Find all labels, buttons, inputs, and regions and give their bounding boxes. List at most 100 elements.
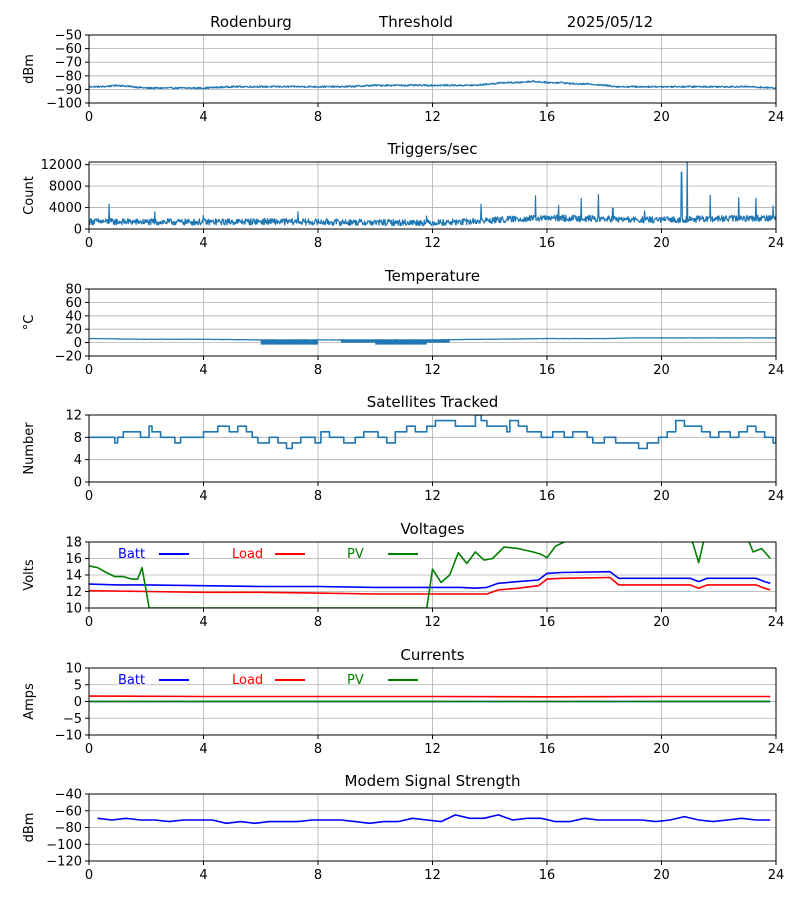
x-tick-label: 4 xyxy=(199,489,207,504)
x-tick-label: 8 xyxy=(314,110,322,125)
x-tick-label: 16 xyxy=(539,615,556,630)
y-tick-label: −100 xyxy=(46,97,82,112)
panel-title: Satellites Tracked xyxy=(367,393,498,411)
x-tick-label: 16 xyxy=(539,742,556,757)
x-tick-label: 20 xyxy=(653,236,670,251)
chart-panel-0: 0 4 8 12 16 20 24 −100−90−80−70−60−50 dBm xyxy=(22,29,784,126)
series-group xyxy=(89,415,776,450)
panel-title: Currents xyxy=(400,646,464,664)
station-name: Rodenburg xyxy=(210,13,292,31)
x-tick-label: 0 xyxy=(85,868,93,883)
x-tick-label: 24 xyxy=(768,236,785,251)
chart-panel-6: 0 4 8 12 16 20 24 −120 −100 −80 −60−40 Modem Signal… xyxy=(22,772,784,883)
legend-label-pv: PV xyxy=(347,673,364,688)
series-line-batt xyxy=(89,570,771,589)
y-axis-label: Volts xyxy=(22,559,37,591)
y-tick-label: 0 xyxy=(74,695,82,710)
y-tick-label: 80 xyxy=(65,283,82,298)
y-axis-label: Number xyxy=(22,422,37,475)
y-axis-label: °C xyxy=(22,315,37,331)
y-tick-label: −50 xyxy=(55,29,82,44)
y-tick-label: −60 xyxy=(55,42,82,57)
x-tick-label: 20 xyxy=(653,615,670,630)
x-tick-label: 20 xyxy=(653,489,670,504)
x-tick-label: 20 xyxy=(653,363,670,378)
series-line-0 xyxy=(89,415,776,450)
series-group xyxy=(89,79,776,90)
x-tick-label: 24 xyxy=(768,615,785,630)
x-tick-label: 0 xyxy=(85,489,93,504)
x-tick-label: 4 xyxy=(199,110,207,125)
y-tick-label: 0 xyxy=(74,476,82,491)
chart-panel-3: 0 4 8 12 16 20 24 0 4 8 12 Satellites Tracked Number xyxy=(22,393,784,504)
y-tick-label: −90 xyxy=(55,83,82,98)
y-tick-label: −80 xyxy=(55,821,82,836)
y-tick-label: 4000 xyxy=(49,201,82,216)
x-tick-label: 4 xyxy=(199,615,207,630)
y-tick-label: 12000 xyxy=(41,158,82,173)
x-tick-label: 16 xyxy=(539,868,556,883)
y-tick-label: 4 xyxy=(74,453,82,468)
x-tick-label: 24 xyxy=(768,489,785,504)
chart-panel-1: 0 4 8 12 16 20 24 0 4000 8000 12000 Triggers/sec Cou… xyxy=(22,140,784,251)
y-tick-label: 10 xyxy=(65,602,82,617)
x-tick-label: 12 xyxy=(424,868,441,883)
x-tick-label: 8 xyxy=(314,615,322,630)
legend-label-load: Load xyxy=(232,547,263,562)
x-tick-label: 12 xyxy=(424,489,441,504)
y-axis-label: dBm xyxy=(22,813,37,843)
y-tick-label: 12 xyxy=(65,585,82,600)
y-tick-label: −100 xyxy=(46,838,82,853)
panel-title: Voltages xyxy=(400,520,464,538)
series-group xyxy=(89,337,776,345)
x-tick-label: 16 xyxy=(539,363,556,378)
x-tick-label: 24 xyxy=(768,363,785,378)
figure-title: Threshold xyxy=(378,13,453,31)
series-line-0 xyxy=(89,162,776,227)
x-tick-label: 8 xyxy=(314,236,322,251)
x-tick-label: 8 xyxy=(314,363,322,378)
x-tick-label: 4 xyxy=(199,742,207,757)
panel-title: Triggers/sec xyxy=(387,140,478,158)
series-group xyxy=(89,542,771,608)
y-tick-label: −20 xyxy=(55,350,82,365)
x-tick-label: 12 xyxy=(424,742,441,757)
y-tick-label: −120 xyxy=(46,855,82,870)
figure-date: 2025/05/12 xyxy=(567,13,653,31)
panel-title: Modem Signal Strength xyxy=(345,772,521,790)
y-tick-label: 8 xyxy=(74,431,82,446)
y-tick-label: −70 xyxy=(55,56,82,71)
y-axis-label: Amps xyxy=(22,683,37,720)
series-line-0 xyxy=(89,337,776,341)
legend-label-batt: Batt xyxy=(118,547,145,562)
x-tick-label: 20 xyxy=(653,868,670,883)
x-tick-label: 4 xyxy=(199,868,207,883)
series-group xyxy=(89,162,776,227)
x-tick-label: 12 xyxy=(424,615,441,630)
y-tick-label: 0 xyxy=(74,223,82,238)
y-tick-label: 10 xyxy=(65,662,82,677)
x-tick-label: 8 xyxy=(314,489,322,504)
y-tick-label: −80 xyxy=(55,69,82,84)
x-tick-label: 24 xyxy=(768,742,785,757)
y-tick-label: 40 xyxy=(65,309,82,324)
series-group xyxy=(89,695,771,703)
legend-label-load: Load xyxy=(232,673,263,688)
panel-title: Temperature xyxy=(384,267,480,285)
series-line-load xyxy=(89,695,771,698)
series-line-load xyxy=(89,576,771,595)
y-tick-label: 20 xyxy=(65,323,82,338)
series-dense-band xyxy=(340,339,450,343)
x-tick-label: 4 xyxy=(199,236,207,251)
y-tick-label: −40 xyxy=(55,788,82,803)
x-tick-label: 20 xyxy=(653,110,670,125)
x-tick-label: 0 xyxy=(85,363,93,378)
series-line-0 xyxy=(89,79,776,90)
x-tick-label: 24 xyxy=(768,868,785,883)
x-tick-label: 0 xyxy=(85,615,93,630)
